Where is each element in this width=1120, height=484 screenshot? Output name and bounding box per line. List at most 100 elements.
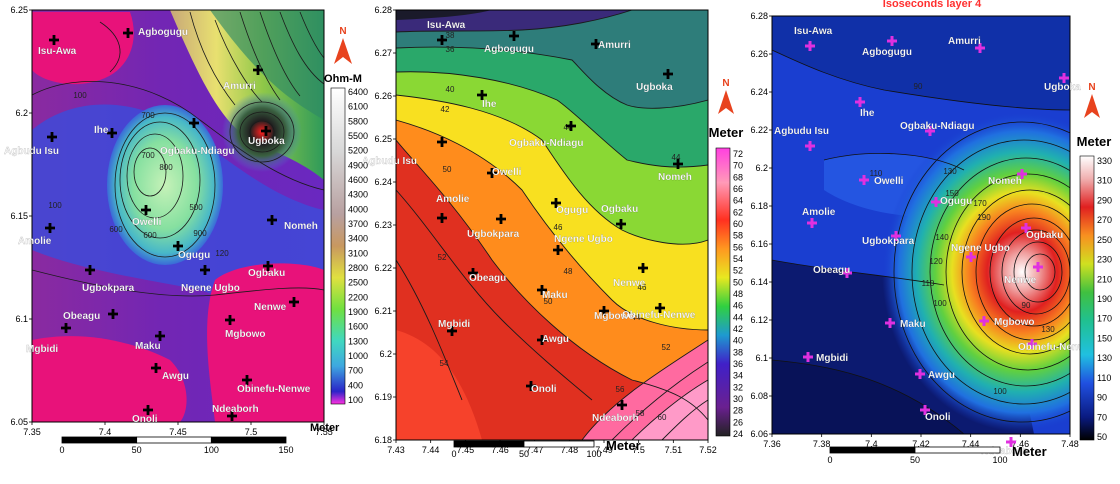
colorbar-unit-label: Meter (1077, 134, 1112, 149)
place-name: Isu-Awa (38, 46, 77, 57)
colorbar-label: 38 (733, 347, 743, 357)
place-marker (242, 375, 252, 385)
place-marker (931, 197, 941, 207)
contour-label: 90 (1022, 301, 1031, 310)
place-name: Awgu (162, 371, 189, 382)
place-marker (189, 118, 199, 128)
colorbar-label: 52 (733, 266, 743, 276)
place-marker (553, 245, 563, 255)
place-marker (551, 198, 561, 208)
place-name: Amurri (598, 40, 631, 51)
place-name: Ndeaborh (592, 413, 639, 424)
colorbar-label: 4600 (348, 175, 368, 185)
place-marker (289, 297, 299, 307)
place-marker (253, 65, 263, 75)
colorbar-label: 100 (348, 395, 363, 405)
colorbar-label: 700 (348, 366, 363, 376)
colorbar-label: 110 (1097, 373, 1111, 383)
place-marker (1033, 262, 1043, 272)
colorbar-label: 1900 (348, 307, 368, 317)
colorbar-label: 68 (733, 172, 743, 182)
colorbar-label: 210 (1097, 274, 1112, 284)
place-marker (141, 205, 151, 215)
contour-label: 54 (440, 359, 449, 368)
place-name: Ngene Ugbo (554, 234, 613, 245)
contour-label: 56 (616, 385, 625, 394)
place-marker (143, 405, 153, 415)
x-tick-label: 7.48 (561, 445, 579, 455)
place-marker (859, 175, 869, 185)
y-tick-label: 6.19 (374, 392, 392, 402)
place-name: Ngene Ugbo (181, 283, 240, 294)
place-marker (261, 126, 271, 136)
colorbar-label: 42 (733, 324, 743, 334)
colorbar-label: 290 (1097, 195, 1112, 205)
x-tick-label: 7.49 (595, 445, 613, 455)
colorbar-label: 4300 (348, 190, 368, 200)
contour-label: 800 (159, 163, 173, 172)
y-tick-label: 6.21 (374, 306, 392, 316)
contour-label: 44 (672, 153, 681, 162)
contour-label: 100 (993, 387, 1007, 396)
contour-label: 150 (945, 189, 959, 198)
y-tick-label: 6.28 (750, 11, 768, 21)
contour-label: 46 (638, 283, 647, 292)
colorbar (715, 147, 731, 437)
y-tick-label: 6.2 (15, 108, 28, 118)
place-marker (468, 268, 478, 278)
scale-unit-label: Meter (1012, 444, 1047, 459)
place-name: Isu-Awa (794, 26, 833, 37)
colorbar-label: 2200 (348, 292, 368, 302)
colorbar-label: 64 (733, 196, 743, 206)
isoseconds-contour-field: 90 110 130 150 140 120 110 100 90 170 190 130 100 (772, 16, 1070, 434)
x-tick-label: 7.35 (23, 427, 41, 437)
place-marker (526, 381, 536, 391)
place-marker (537, 285, 547, 295)
place-name: Ogugu (556, 205, 588, 216)
y-tick-label: 6.1 (15, 314, 28, 324)
colorbar-label: 150 (1097, 333, 1112, 343)
place-marker (617, 400, 627, 410)
colorbar-label: 4900 (348, 160, 368, 170)
contour-label: 52 (662, 343, 671, 352)
x-tick-label: 7.36 (763, 439, 781, 449)
y-tick-label: 6.28 (374, 5, 392, 15)
place-marker (855, 97, 865, 107)
place-marker (267, 215, 277, 225)
place-name: Ihe (94, 125, 109, 136)
place-marker (1017, 169, 1027, 179)
place-name: Ogugu (940, 196, 972, 207)
place-name: Ogbaku-Ndiagu (900, 121, 974, 132)
place-name: Owelli (874, 176, 904, 187)
colorbar-label: 170 (1097, 314, 1112, 324)
map-resistivity: 100 100 700 600 600 500 900 700 800 120 7.35 7.4 7.… (0, 0, 372, 484)
colorbar-label: 6400 (348, 87, 368, 97)
place-marker (616, 219, 626, 229)
place-name: Nomeh (284, 221, 318, 232)
place-marker (155, 331, 165, 341)
place-name: Ugbokpara (82, 283, 135, 294)
y-tick-label: 6.26 (750, 49, 768, 59)
place-name: Mgbidi (438, 319, 470, 330)
contour-label: 130 (943, 167, 957, 176)
colorbar-label: 1300 (348, 336, 368, 346)
y-tick-label: 6.27 (374, 48, 392, 58)
place-marker (437, 213, 447, 223)
colorbar-label: 40 (733, 336, 743, 346)
scale-tick-label: 50 (132, 445, 142, 455)
place-marker (663, 69, 673, 79)
colorbar-label: 1600 (348, 322, 368, 332)
place-name: Mgbowo (994, 317, 1035, 328)
colorbar-label: 310 (1097, 176, 1112, 186)
place-marker (123, 28, 133, 38)
scale-tick-label: 100 (586, 449, 601, 459)
colorbar-label: 54 (733, 254, 743, 264)
place-name: Awgu (542, 334, 569, 345)
place-name: Ugboka (248, 136, 285, 147)
contour-label: 120 (215, 249, 229, 258)
place-marker (975, 43, 985, 53)
x-tick-label: 7.45 (169, 427, 187, 437)
contour-label: 100 (933, 299, 947, 308)
place-marker (1059, 73, 1069, 83)
colorbar (1079, 155, 1095, 441)
